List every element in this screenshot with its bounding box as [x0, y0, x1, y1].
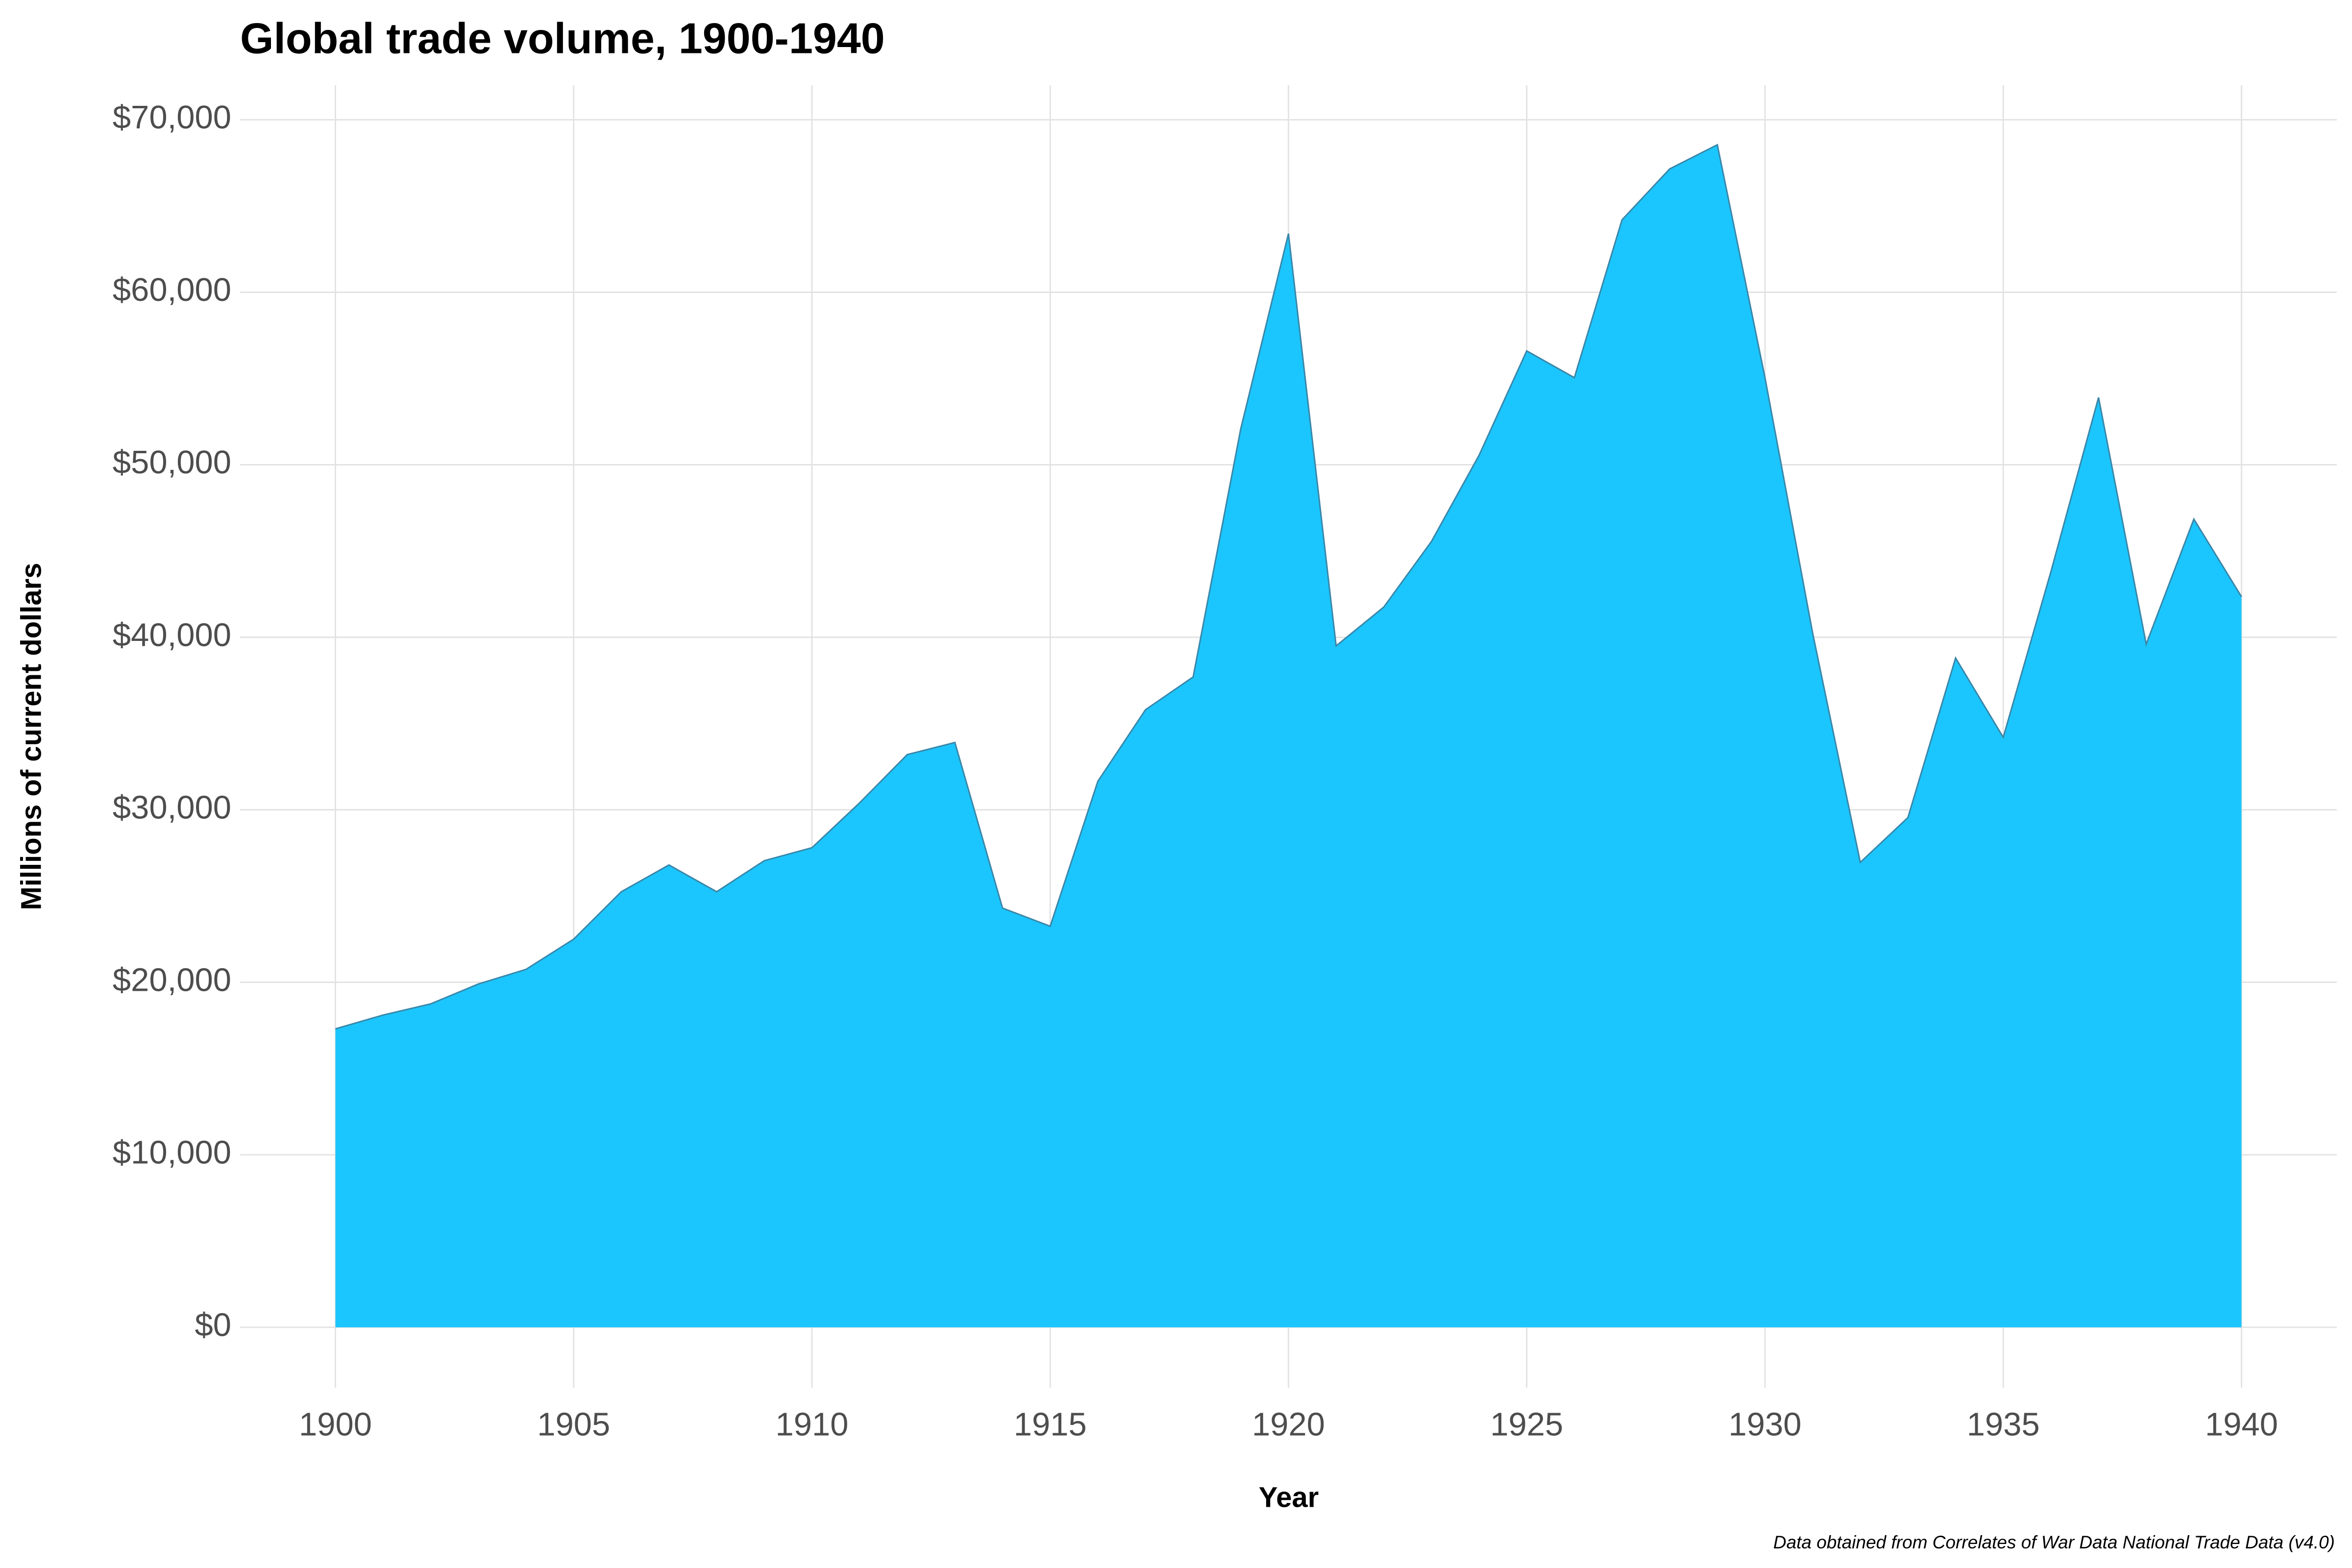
y-tick-label: $30,000	[113, 789, 231, 826]
y-tick-label: $0	[195, 1306, 231, 1343]
x-axis-title: Year	[1259, 1481, 1319, 1513]
x-tick-label: 1915	[1014, 1406, 1087, 1443]
area-outline	[335, 144, 2242, 1030]
x-tick-label: 1900	[299, 1406, 372, 1443]
area	[335, 145, 2242, 1327]
x-tick-label: 1905	[537, 1406, 610, 1443]
x-tick-label: 1935	[1967, 1406, 2040, 1443]
y-tick-label: $60,000	[113, 271, 231, 308]
x-tick-label: 1940	[2205, 1406, 2278, 1443]
y-tick-label: $50,000	[113, 444, 231, 481]
y-axis-title: Millions of current dollars	[15, 563, 47, 910]
x-tick-label: 1910	[775, 1406, 848, 1443]
y-tick-label: $70,000	[113, 99, 231, 136]
y-tick-label: $10,000	[113, 1134, 231, 1171]
caption: Data obtained from Correlates of War Dat…	[1773, 1532, 2335, 1552]
y-tick-label: $40,000	[113, 616, 231, 653]
y-tick-label: $20,000	[113, 961, 231, 998]
x-tick-label: 1925	[1490, 1406, 1563, 1443]
x-tick-label: 1930	[1728, 1406, 1801, 1443]
chart-title: Global trade volume, 1900-1940	[240, 14, 885, 62]
x-tick-label: 1920	[1252, 1406, 1325, 1443]
